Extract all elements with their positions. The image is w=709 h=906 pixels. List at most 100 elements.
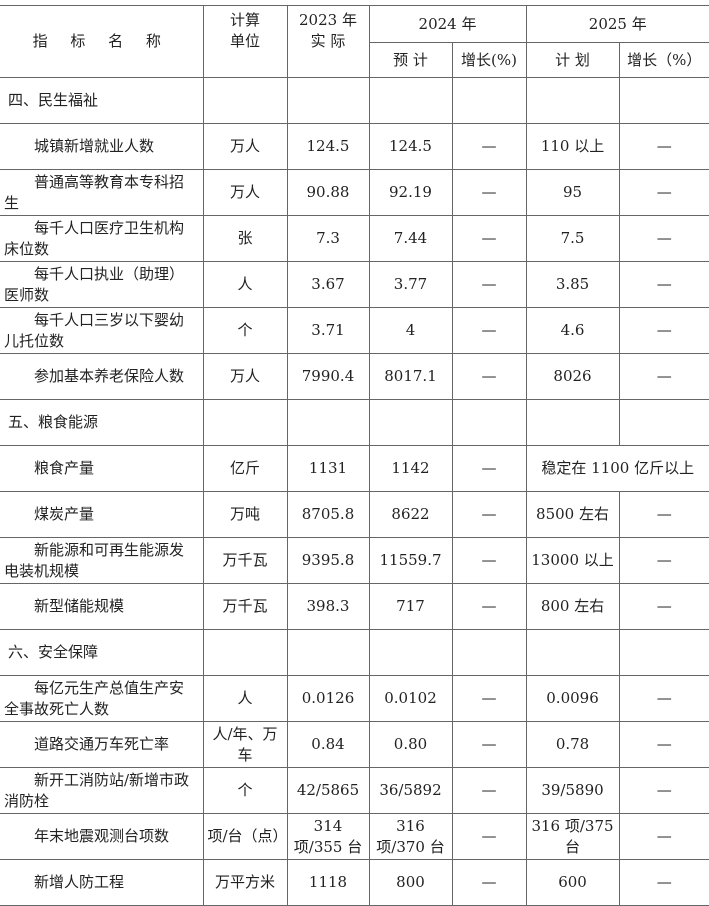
- empty-cell: [202, 399, 288, 446]
- table-row: 道路交通万车死亡率 人/年、万车 0.84 0.80—0.78—: [0, 721, 709, 768]
- actual-2023-cell: 8705.8: [286, 491, 370, 538]
- empty-cell: [451, 77, 527, 124]
- indicator-table: 指 标 名 称 计算 单位 2023 年 实 际 2024 年 2025 年 预…: [0, 5, 709, 906]
- plan-2025-cell: 8026: [525, 353, 620, 400]
- growth-2025-cell: —: [618, 813, 709, 860]
- unit-cell: 万人: [202, 169, 288, 216]
- indicator-name: 新型储能规模: [0, 583, 204, 630]
- header-2025: 2025 年: [525, 5, 709, 43]
- header-2024: 2024 年: [368, 5, 527, 43]
- estimate-2024-cell: 3.77: [368, 261, 453, 308]
- table-row: 年末地震观测台项数 项/台（点） 314 项/355 台 316 项/370 台 —31…: [0, 813, 709, 860]
- header-2025-growth: 增长（%）: [618, 42, 709, 78]
- empty-cell: [202, 629, 288, 676]
- empty-cell: [618, 77, 709, 124]
- actual-2023-cell: 7990.4: [286, 353, 370, 400]
- growth-2024-cell: —: [451, 123, 527, 170]
- estimate-2024-cell: 316 项/370 台: [368, 813, 453, 860]
- indicator-name: 普通高等教育本专科招生: [0, 169, 204, 216]
- table-row: 每千人口医疗卫生机构床位数张 7.3 7.44—7.5—: [0, 215, 709, 262]
- growth-2025-cell: —: [618, 307, 709, 354]
- section-title: 六、安全保障: [0, 629, 204, 676]
- empty-cell: [618, 629, 709, 676]
- plan-2025-cell: 600: [525, 859, 620, 906]
- estimate-2024-cell: 0.80: [368, 721, 453, 768]
- growth-2024-cell: —: [451, 721, 527, 768]
- table-row: 新开工消防站/新增市政消防栓个 42/5865 36/5892—39/5890—: [0, 767, 709, 814]
- table-row: 每千人口执业（助理）医师数人 3.67 3.77—3.85—: [0, 261, 709, 308]
- indicator-name: 每千人口医疗卫生机构床位数: [0, 215, 204, 262]
- plan-2025-cell: 800 左右: [525, 583, 620, 630]
- section-row: 六、安全保障: [0, 629, 709, 676]
- unit-cell: 万人: [202, 353, 288, 400]
- unit-cell: 人: [202, 675, 288, 722]
- indicator-name: 每千人口三岁以下婴幼儿托位数: [0, 307, 204, 354]
- section-row: 四、民生福祉: [0, 77, 709, 124]
- estimate-2024-cell: 92.19: [368, 169, 453, 216]
- table-row: 参加基本养老保险人数 万人 7990.4 8017.1—8026—: [0, 353, 709, 400]
- indicator-name: 参加基本养老保险人数: [0, 353, 204, 400]
- estimate-2024-cell: 8622: [368, 491, 453, 538]
- empty-cell: [286, 629, 370, 676]
- growth-2024-cell: —: [451, 537, 527, 584]
- growth-2024-cell: —: [451, 583, 527, 630]
- estimate-2024-cell: 717: [368, 583, 453, 630]
- actual-2023-cell: 1118: [286, 859, 370, 906]
- estimate-2024-cell: 36/5892: [368, 767, 453, 814]
- table-row: 新型储能规模 万千瓦 398.3 717—800 左右 —: [0, 583, 709, 630]
- growth-2024-cell: —: [451, 261, 527, 308]
- plan-2025-cell: 0.0096: [525, 675, 620, 722]
- empty-cell: [286, 77, 370, 124]
- growth-2025-cell: —: [618, 123, 709, 170]
- growth-2025-cell: —: [618, 537, 709, 584]
- actual-2023-cell: 3.67: [286, 261, 370, 308]
- growth-2024-cell: —: [451, 767, 527, 814]
- growth-2025-cell: —: [618, 859, 709, 906]
- header-unit: 计算 单位: [202, 5, 288, 78]
- empty-cell: [202, 77, 288, 124]
- growth-2025-cell: —: [618, 215, 709, 262]
- table-row: 煤炭产量 万吨 8705.8 8622—8500 左右 —: [0, 491, 709, 538]
- indicator-name: 年末地震观测台项数: [0, 813, 204, 860]
- indicator-name: 每千人口执业（助理）医师数: [0, 261, 204, 308]
- header-indicator-name: 指 标 名 称: [0, 5, 204, 78]
- plan-2025-cell: 95: [525, 169, 620, 216]
- actual-2023-cell: 124.5: [286, 123, 370, 170]
- plan-2025-cell: 39/5890: [525, 767, 620, 814]
- indicator-name: 每亿元生产总值生产安全事故死亡人数: [0, 675, 204, 722]
- table-row: 粮食产量 亿斤 1131 1142— 稳定在 1100 亿斤以上: [0, 445, 709, 492]
- header-2024-growth: 增长(%): [451, 42, 527, 78]
- empty-cell: [368, 629, 453, 676]
- actual-2023-cell: 398.3: [286, 583, 370, 630]
- unit-cell: 人: [202, 261, 288, 308]
- growth-2025-cell: —: [618, 353, 709, 400]
- estimate-2024-cell: 4: [368, 307, 453, 354]
- actual-2023-cell: 314 项/355 台: [286, 813, 370, 860]
- unit-cell: 万人: [202, 123, 288, 170]
- growth-2025-cell: —: [618, 721, 709, 768]
- indicator-name: 城镇新增就业人数: [0, 123, 204, 170]
- estimate-2024-cell: 124.5: [368, 123, 453, 170]
- growth-2024-cell: —: [451, 813, 527, 860]
- growth-2024-cell: —: [451, 353, 527, 400]
- estimate-2024-cell: 0.0102: [368, 675, 453, 722]
- plan-2025-cell: 110 以上: [525, 123, 620, 170]
- estimate-2024-cell: 8017.1: [368, 353, 453, 400]
- growth-2024-cell: —: [451, 307, 527, 354]
- growth-2025-cell: —: [618, 583, 709, 630]
- header-2024-estimate: 预 计: [369, 42, 453, 78]
- plan-2025-cell: 316 项/375 台: [525, 813, 620, 860]
- plan-2025-cell: 3.85: [525, 261, 620, 308]
- plan-2025-cell: 0.78: [525, 721, 620, 768]
- indicator-name: 新开工消防站/新增市政消防栓: [0, 767, 204, 814]
- table-row: 普通高等教育本专科招生 万人 90.88 92.19—95—: [0, 169, 709, 216]
- growth-2024-cell: —: [451, 859, 527, 906]
- growth-2024-cell: —: [451, 169, 527, 216]
- empty-cell: [618, 399, 709, 446]
- section-title: 五、粮食能源: [0, 399, 204, 446]
- plan-2025-cell: 稳定在 1100 亿斤以上: [525, 445, 709, 492]
- growth-2025-cell: —: [618, 675, 709, 722]
- plan-2025-cell: 4.6: [525, 307, 620, 354]
- actual-2023-cell: 0.0126: [286, 675, 370, 722]
- indicator-name: 道路交通万车死亡率: [0, 721, 204, 768]
